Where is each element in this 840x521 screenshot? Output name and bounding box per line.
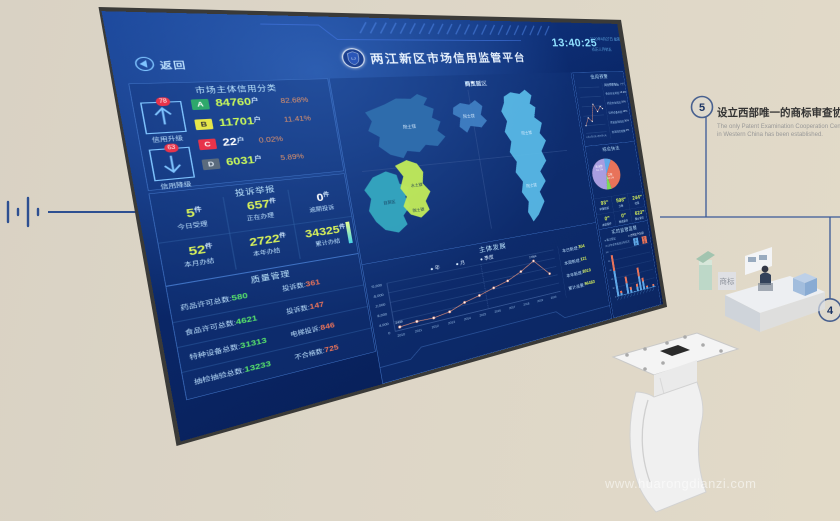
- svg-text:2016: 2016: [494, 309, 501, 314]
- svg-text:2019: 2019: [537, 299, 544, 304]
- svg-text:2020: 2020: [551, 295, 557, 300]
- svg-text:80: 80: [608, 260, 610, 263]
- svg-text:20: 20: [612, 286, 614, 289]
- svg-text:8,000: 8,000: [377, 313, 387, 319]
- svg-text:2018: 2018: [523, 302, 530, 307]
- svg-text:2014: 2014: [464, 316, 472, 321]
- svg-text:12,000: 12,000: [373, 303, 386, 310]
- svg-text:2012: 2012: [431, 324, 439, 330]
- svg-text:2011: 2011: [415, 328, 423, 334]
- svg-text:院士镁: 院士镁: [463, 113, 476, 119]
- svg-text:100: 100: [605, 251, 609, 254]
- svg-text:0: 0: [615, 295, 616, 298]
- svg-text:院士镁: 院士镁: [402, 123, 416, 130]
- svg-text:4,000: 4,000: [379, 322, 389, 328]
- svg-text:2439: 2439: [395, 320, 403, 325]
- svg-text:60: 60: [609, 269, 611, 272]
- svg-text:院士镁: 院士镁: [521, 130, 533, 136]
- svg-text:20,000: 20,000: [371, 283, 382, 289]
- svg-text:16,000: 16,000: [371, 293, 384, 299]
- svg-text:2017: 2017: [509, 305, 516, 310]
- svg-text:2013: 2013: [448, 320, 456, 325]
- svg-text:2015: 2015: [479, 313, 486, 318]
- svg-text:2010: 2010: [397, 333, 405, 339]
- svg-text:17584: 17584: [529, 255, 537, 259]
- svg-text:40: 40: [611, 277, 613, 280]
- svg-text:6月: 6月: [603, 134, 607, 137]
- svg-text:0: 0: [388, 331, 391, 335]
